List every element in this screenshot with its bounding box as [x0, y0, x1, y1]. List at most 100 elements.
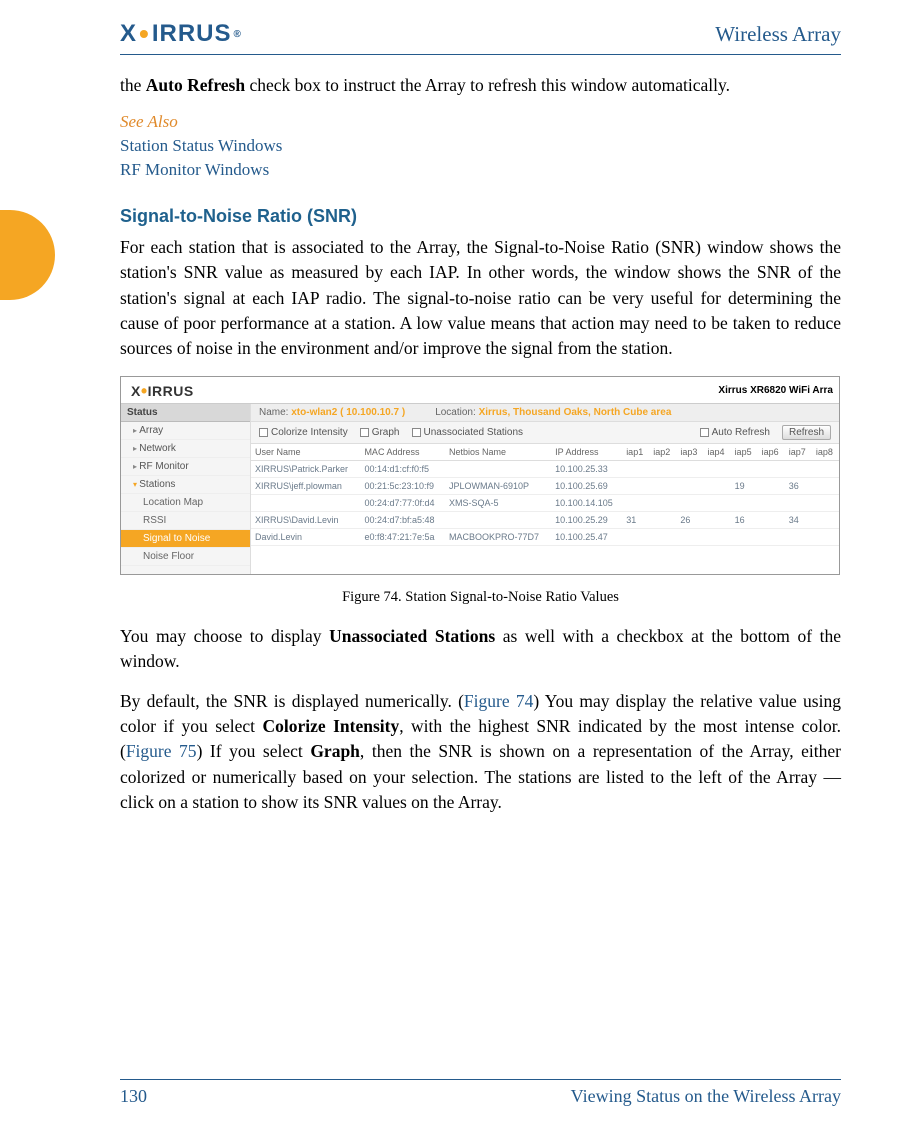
sidebar-item-rfmonitor[interactable]: RF Monitor	[121, 458, 250, 476]
table-header-row: User NameMAC AddressNetbios NameIP Addre…	[251, 444, 839, 461]
table-cell	[676, 460, 703, 477]
ss-infobar: Name: xto-wlan2 ( 10.100.10.7 ) Location…	[251, 404, 839, 422]
intro-paragraph: the Auto Refresh check box to instruct t…	[120, 73, 841, 98]
intro-bold: Auto Refresh	[146, 75, 245, 95]
table-cell	[812, 528, 839, 545]
p3-b2: Graph	[310, 741, 360, 761]
table-row[interactable]: XIRRUS\Patrick.Parker00:14:d1:cf:f0:f510…	[251, 460, 839, 477]
table-cell: 00:14:d1:cf:f0:f5	[360, 460, 445, 477]
sidebar-item-array[interactable]: Array	[121, 422, 250, 440]
table-cell	[758, 528, 785, 545]
table-cell	[703, 477, 730, 494]
table-cell	[731, 528, 758, 545]
table-cell	[785, 528, 812, 545]
table-cell: 10.100.25.47	[551, 528, 622, 545]
table-col: iap6	[758, 444, 785, 461]
intro-suffix: check box to instruct the Array to refre…	[245, 75, 730, 95]
table-cell	[445, 460, 551, 477]
page-footer: 130 Viewing Status on the Wireless Array	[120, 1079, 841, 1107]
table-cell: 00:24:d7:bf:a5:48	[360, 511, 445, 528]
table-cell	[785, 460, 812, 477]
table-row[interactable]: 00:24:d7:77:0f:d4XMS-SQA-510.100.14.105	[251, 494, 839, 511]
sidebar-item-stations[interactable]: Stations	[121, 476, 250, 494]
refresh-button[interactable]: Refresh	[782, 425, 831, 440]
ss-toolbar: Colorize Intensity Graph Unassociated St…	[251, 422, 839, 444]
cb-graph-label: Graph	[372, 427, 400, 438]
link-station-status[interactable]: Station Status Windows	[120, 134, 841, 158]
paragraph-display: By default, the SNR is displayed numeric…	[120, 689, 841, 816]
link-rf-monitor[interactable]: RF Monitor Windows	[120, 158, 841, 182]
table-cell	[758, 460, 785, 477]
table-cell: 34	[785, 511, 812, 528]
figure-screenshot: X•IRRUS Xirrus XR6820 WiFi Arra Status A…	[120, 376, 840, 575]
table-col: User Name	[251, 444, 360, 461]
table-cell	[676, 528, 703, 545]
table-cell	[649, 511, 676, 528]
table-cell	[649, 494, 676, 511]
table-cell	[649, 460, 676, 477]
name-label: Name:	[259, 407, 288, 418]
table-row[interactable]: David.Levine0:f8:47:21:7e:5aMACBOOKPRO-7…	[251, 528, 839, 545]
logo-text: IRRUS	[152, 20, 232, 48]
table-cell: JPLOWMAN-6910P	[445, 477, 551, 494]
table-col: iap2	[649, 444, 676, 461]
ss-sidebar: Status Array Network RF Monitor Stations…	[121, 404, 251, 574]
cb-graph[interactable]: Graph	[360, 427, 400, 438]
link-figure74[interactable]: Figure 74	[464, 691, 533, 711]
logo: X•IRRUS®	[120, 20, 242, 48]
table-col: iap7	[785, 444, 812, 461]
table-cell: 26	[676, 511, 703, 528]
cb-unassoc-label: Unassociated Stations	[424, 427, 524, 438]
table-cell	[785, 494, 812, 511]
cb-autorefresh-label: Auto Refresh	[712, 427, 770, 438]
table-cell: 31	[622, 511, 649, 528]
cb-colorize-label: Colorize Intensity	[271, 427, 348, 438]
table-col: IP Address	[551, 444, 622, 461]
table-col: iap4	[703, 444, 730, 461]
table-col: Netbios Name	[445, 444, 551, 461]
table-col: iap3	[676, 444, 703, 461]
ss-table: User NameMAC AddressNetbios NameIP Addre…	[251, 444, 839, 546]
table-cell	[812, 460, 839, 477]
ss-main: Name: xto-wlan2 ( 10.100.10.7 ) Location…	[251, 404, 839, 574]
table-cell	[812, 477, 839, 494]
ss-topbar: X•IRRUS Xirrus XR6820 WiFi Arra	[121, 377, 839, 404]
table-col: iap1	[622, 444, 649, 461]
table-cell	[251, 494, 360, 511]
loc-label: Location:	[435, 407, 476, 418]
table-cell: MACBOOKPRO-77D7	[445, 528, 551, 545]
cb-colorize[interactable]: Colorize Intensity	[259, 427, 348, 438]
table-cell	[703, 528, 730, 545]
section-heading: Signal-to-Noise Ratio (SNR)	[120, 206, 841, 227]
table-cell	[676, 494, 703, 511]
footer-title: Viewing Status on the Wireless Array	[571, 1086, 841, 1107]
name-value: xto-wlan2 ( 10.100.10.7 )	[291, 407, 405, 418]
figure-caption: Figure 74. Station Signal-to-Noise Ratio…	[120, 589, 841, 606]
sidebar-sub-snr[interactable]: Signal to Noise	[121, 530, 250, 548]
table-cell	[703, 511, 730, 528]
table-cell	[758, 511, 785, 528]
table-cell: 16	[731, 511, 758, 528]
sidebar-sub-rssi[interactable]: RSSI	[121, 512, 250, 530]
sidebar-sub-locationmap[interactable]: Location Map	[121, 494, 250, 512]
table-row[interactable]: XIRRUS\jeff.plowman00:21:5c:23:10:f9JPLO…	[251, 477, 839, 494]
ss-model: Xirrus XR6820 WiFi Arra	[718, 385, 833, 396]
cb-unassoc[interactable]: Unassociated Stations	[412, 427, 524, 438]
p3-t1: By default, the SNR is displayed numeric…	[120, 691, 464, 711]
page: X•IRRUS® Wireless Array the Auto Refresh…	[0, 0, 901, 1137]
sidebar-item-network[interactable]: Network	[121, 440, 250, 458]
p2-t1: You may choose to display	[120, 626, 329, 646]
page-header: X•IRRUS® Wireless Array	[120, 20, 841, 55]
table-cell	[731, 494, 758, 511]
paragraph-unassoc: You may choose to display Unassociated S…	[120, 624, 841, 675]
sidebar-sub-noisefloor[interactable]: Noise Floor	[121, 548, 250, 566]
link-figure75[interactable]: Figure 75	[126, 741, 197, 761]
table-row[interactable]: XIRRUS\David.Levin00:24:d7:bf:a5:4810.10…	[251, 511, 839, 528]
cb-autorefresh[interactable]: Auto Refresh	[700, 427, 770, 438]
section-paragraph: For each station that is associated to t…	[120, 235, 841, 362]
table-cell: 19	[731, 477, 758, 494]
table-cell	[812, 511, 839, 528]
p3-b1: Colorize Intensity	[262, 716, 399, 736]
table-cell	[812, 494, 839, 511]
table-cell: 00:21:5c:23:10:f9	[360, 477, 445, 494]
